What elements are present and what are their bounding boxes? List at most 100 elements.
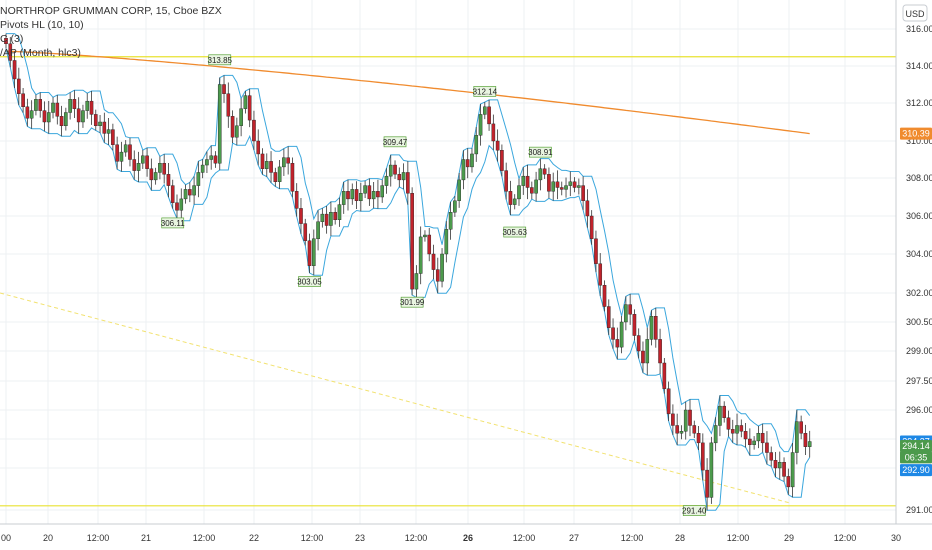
candle-body: [25, 106, 30, 119]
candle-body: [81, 110, 85, 123]
candle-body: [235, 125, 239, 138]
candle-body: [46, 112, 51, 123]
price-tick-label: 308.00: [906, 173, 932, 183]
candle-body: [756, 433, 761, 442]
candle-body: [624, 304, 628, 323]
pivot-label-box: [473, 86, 497, 97]
pivot-label: 306.11: [161, 219, 185, 228]
candle-body: [414, 273, 419, 290]
time-tick-label: 26: [463, 533, 473, 543]
candle-body: [106, 129, 111, 134]
candle-body: [4, 38, 8, 45]
candle-body: [371, 191, 376, 200]
pivot-label-box: [298, 276, 321, 287]
candle-body: [696, 433, 701, 444]
candle-body: [42, 110, 47, 123]
candle-body: [410, 192, 414, 290]
candle-body: [619, 321, 624, 348]
time-tick-label: 12:00: [834, 533, 857, 543]
candle-body: [730, 429, 735, 434]
candle-body: [307, 240, 312, 266]
candle-body: [786, 476, 791, 488]
price-badge: [900, 451, 932, 464]
candle-body: [427, 234, 432, 255]
candle-body: [636, 335, 641, 352]
price-badge: [900, 464, 932, 477]
candle-body: [89, 100, 94, 115]
price-tick-label: 299.00: [906, 346, 932, 356]
candle-body: [418, 236, 423, 274]
candle-body: [692, 425, 697, 434]
candle-body: [213, 155, 218, 164]
candle-body: [316, 221, 320, 239]
candle-body: [769, 452, 774, 461]
candle-body: [803, 433, 808, 447]
candle-body: [290, 162, 295, 192]
time-axis: [0, 523, 932, 550]
candle-body: [504, 170, 508, 192]
candle-body: [547, 174, 551, 192]
candle-body: [525, 175, 530, 188]
candle-body: [363, 185, 367, 194]
price-tick-label: 302.00: [906, 288, 932, 298]
pivot-label: 301.99: [400, 298, 425, 307]
time-tick-label: 12:00: [301, 533, 324, 543]
pivot-label: 303.05: [297, 278, 322, 287]
pivot-label-box: [208, 54, 232, 66]
candle-body: [359, 192, 363, 201]
candle-body: [128, 144, 132, 160]
channel-high-line: [6, 33, 811, 453]
candle-body: [119, 151, 124, 162]
candle-body: [641, 350, 645, 364]
candle-body: [658, 339, 662, 364]
candle-body: [538, 168, 543, 181]
pivot-label: 305.63: [502, 228, 527, 237]
candle-body: [93, 114, 98, 127]
candle-body: [606, 306, 611, 328]
candle-body: [585, 200, 590, 217]
candle-body: [102, 121, 107, 134]
pivot-label-box: [400, 296, 424, 308]
candle-body: [397, 174, 402, 181]
price-badge-label: 294.14: [902, 441, 930, 451]
candle-body: [222, 84, 226, 94]
price-tick-label: 310.00: [906, 136, 932, 146]
candle-body: [29, 110, 34, 119]
candle-body: [303, 223, 308, 241]
candle-body: [34, 99, 38, 111]
time-tick-label: 12:00: [87, 533, 110, 543]
currency-badge[interactable]: [902, 4, 928, 22]
candle-body: [384, 175, 389, 186]
candle-body: [188, 189, 192, 196]
candle-body: [145, 155, 149, 169]
price-badge-label: 310.39: [902, 129, 930, 139]
candle-body: [752, 440, 756, 445]
candle-body: [247, 95, 252, 121]
candle-body: [705, 469, 709, 498]
price-badge-label: 292.90: [902, 465, 930, 475]
candle-body: [795, 421, 799, 453]
candle-body: [299, 208, 303, 224]
candle-body: [423, 234, 427, 238]
price-tick-label: 312.00: [906, 98, 932, 108]
candle-body: [444, 229, 449, 255]
candle-body: [17, 78, 21, 94]
candle-body: [324, 213, 329, 226]
candle-body: [243, 95, 248, 109]
pivot-label-box: [383, 136, 407, 148]
candle-body: [491, 123, 496, 142]
legend-vwap: /AP (Month, hlc3): [0, 47, 81, 59]
candle-body: [807, 441, 812, 447]
candle-body: [743, 431, 748, 440]
candle-body: [98, 121, 102, 126]
candle-body: [72, 99, 77, 109]
candle-body: [649, 316, 654, 340]
candle-body: [175, 202, 179, 211]
candle-body: [367, 185, 372, 200]
candle-body: [470, 153, 474, 168]
channel-low-line: [5, 48, 811, 511]
candle-body: [709, 442, 714, 498]
price-badge-label: 06:35: [905, 452, 928, 462]
candle-body: [435, 269, 440, 282]
